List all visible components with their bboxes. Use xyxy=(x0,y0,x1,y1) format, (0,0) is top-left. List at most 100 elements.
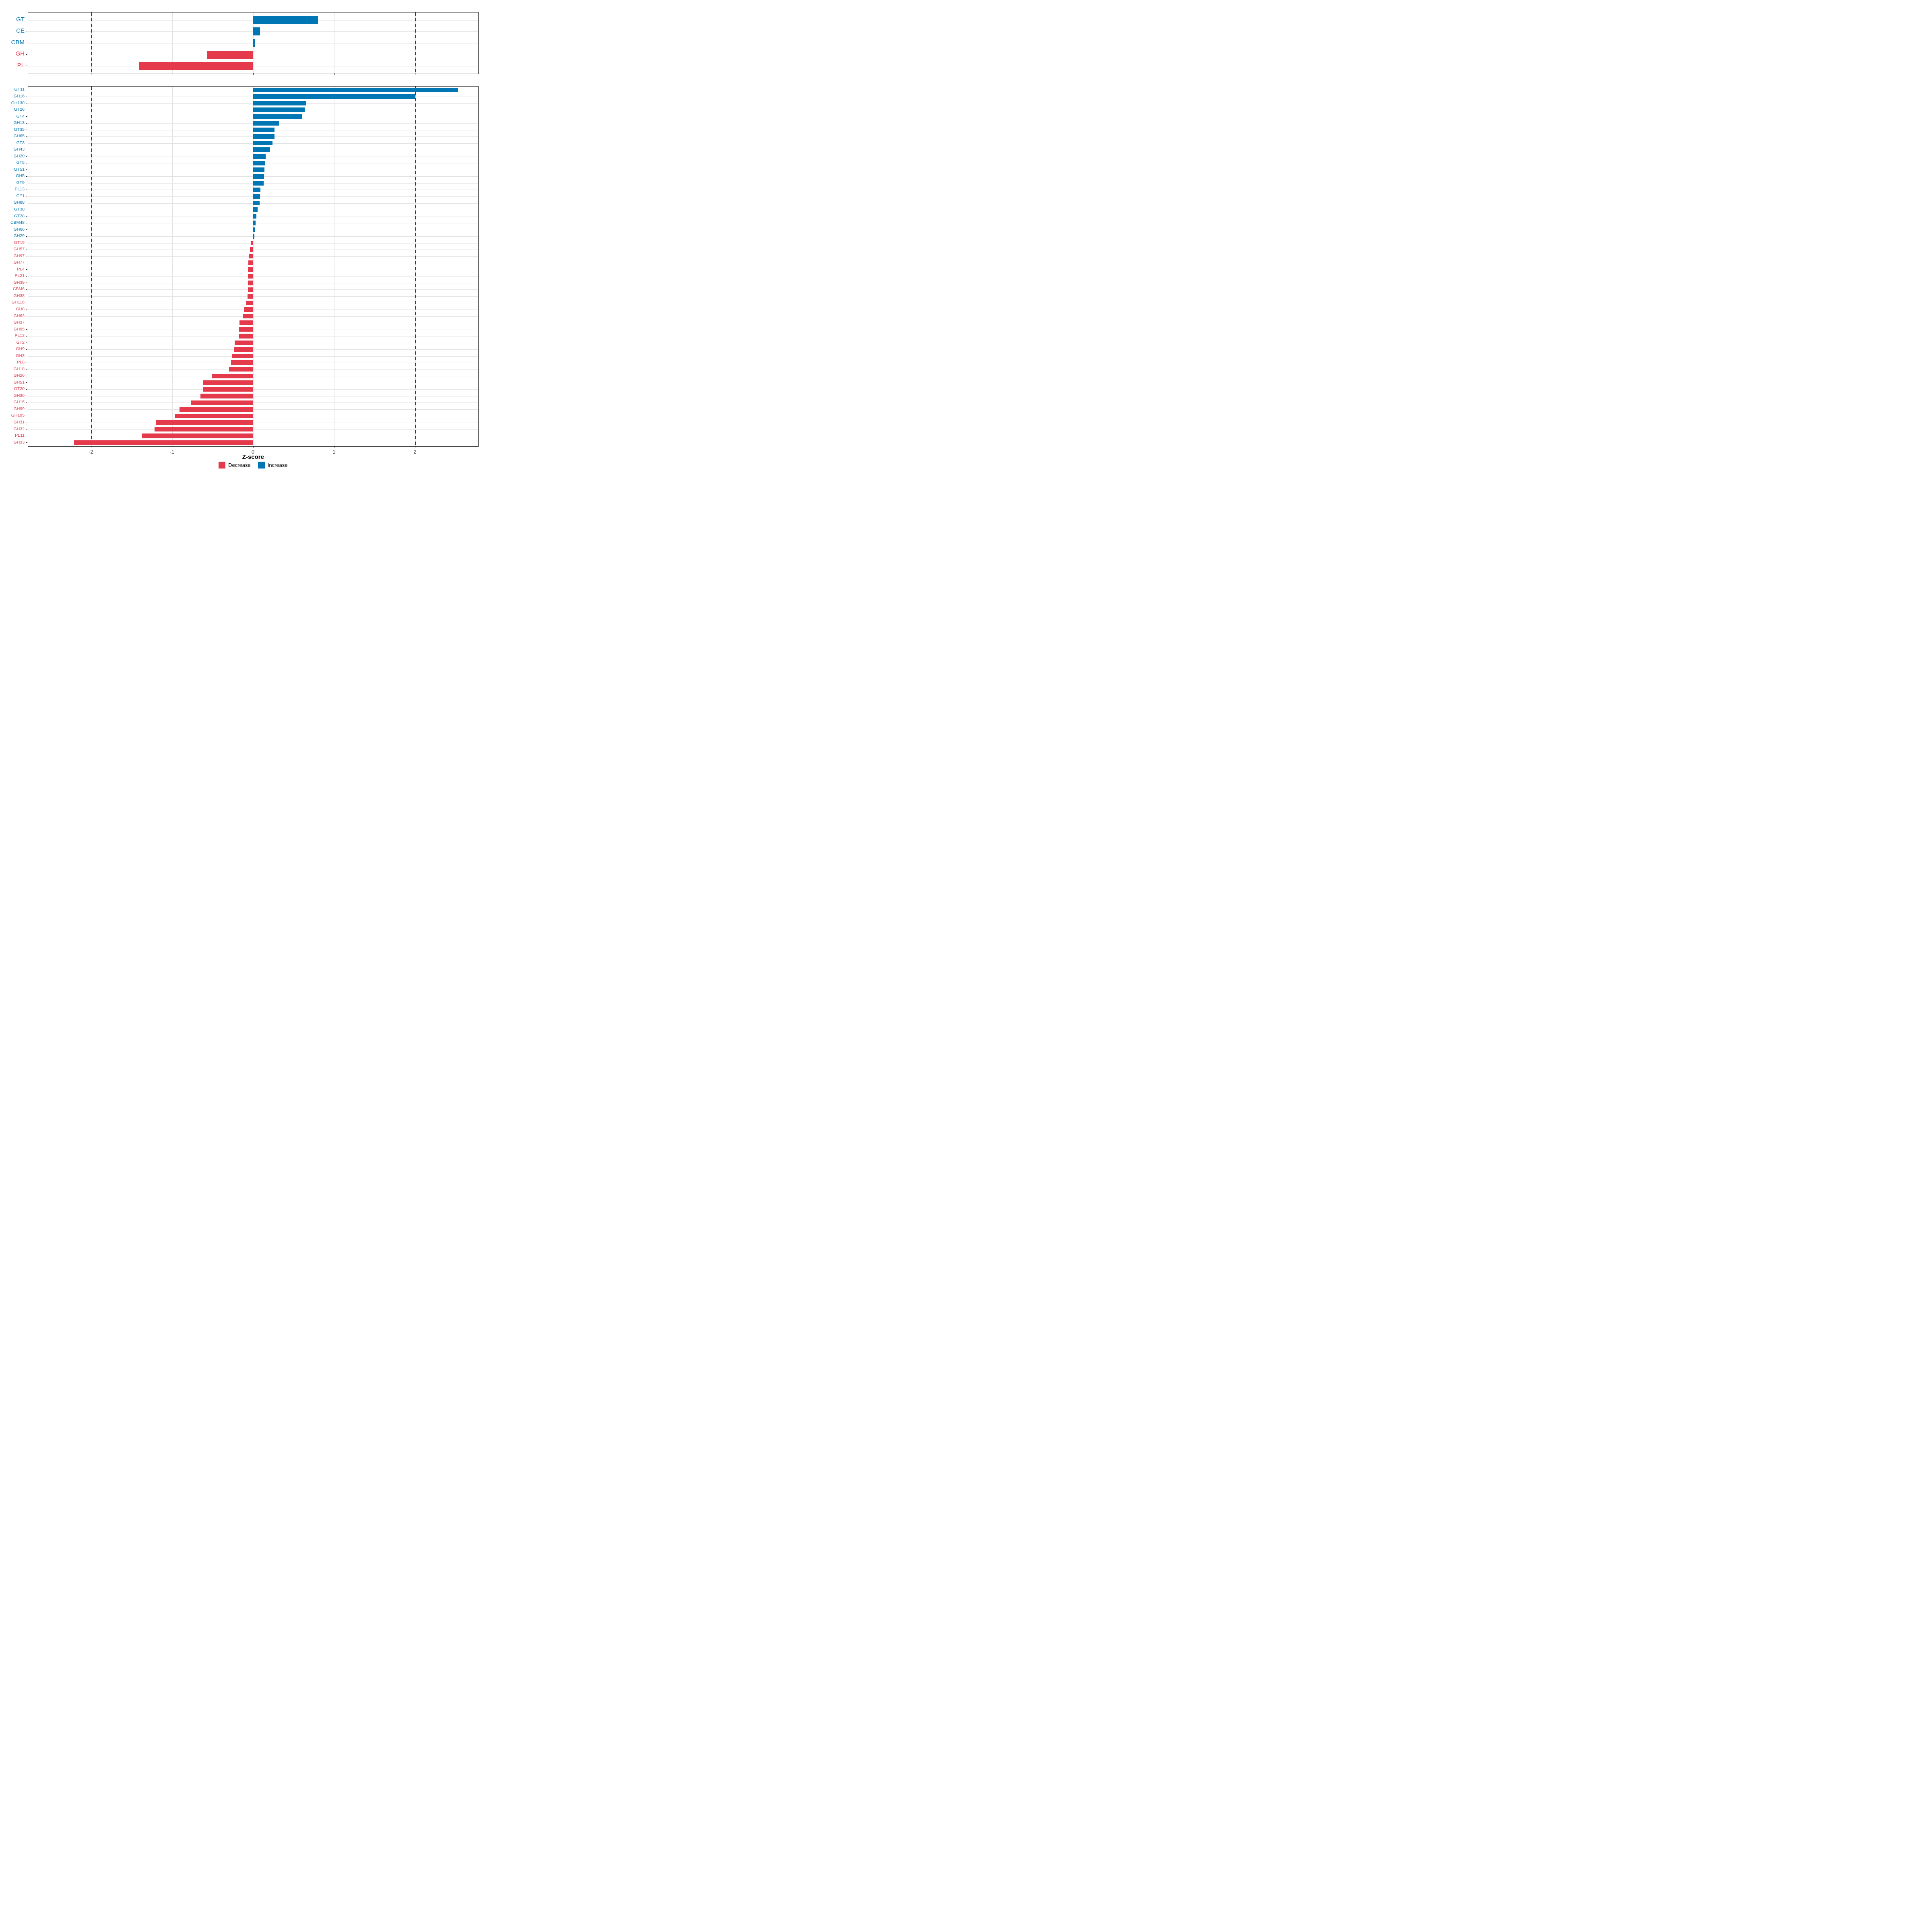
y-axis-label: GH99 xyxy=(13,406,25,411)
bar-pl xyxy=(139,62,253,70)
bar-cbm48 xyxy=(253,221,256,225)
bar-gh13 xyxy=(253,121,279,126)
y-axis-tick xyxy=(26,269,27,270)
bar-cbm xyxy=(253,39,255,47)
bar-gh37 xyxy=(239,320,253,325)
x-axis-tick-label: -2 xyxy=(89,449,93,455)
bar-gt11 xyxy=(253,87,458,93)
bar-gt4 xyxy=(253,114,302,119)
y-axis-label: GT5 xyxy=(16,160,25,165)
y-axis-label: PL13 xyxy=(14,187,25,192)
y-axis-label: GH105 xyxy=(11,413,25,418)
y-axis-label: GH38 xyxy=(13,293,25,298)
x-axis-tick-label: 2 xyxy=(413,449,417,455)
bar-gh32 xyxy=(154,427,254,432)
y-axis-label: CBM xyxy=(11,39,25,46)
y-axis-label: GH16 xyxy=(13,93,25,99)
y-axis-tick xyxy=(26,54,27,55)
y-axis-tick xyxy=(26,116,27,117)
y-axis-label: GH20 xyxy=(13,153,25,159)
y-axis-label: GT4 xyxy=(16,114,25,119)
row-gridline xyxy=(28,103,479,104)
y-axis-label: CBM6 xyxy=(12,287,25,292)
y-axis-label: GH5 xyxy=(16,173,25,179)
y-axis-label: GH33 xyxy=(13,440,25,445)
bar-gt xyxy=(253,16,318,24)
legend: Decrease Increase xyxy=(28,462,479,469)
bar-cbm6 xyxy=(248,287,253,292)
bar-gh20 xyxy=(253,154,266,159)
y-axis-tick xyxy=(26,216,27,217)
bar-gh39 xyxy=(248,281,253,285)
x-axis-tick xyxy=(253,446,254,448)
bar-gh xyxy=(207,50,253,59)
y-axis-tick xyxy=(26,236,27,237)
y-axis-label: GH15 xyxy=(13,400,25,405)
bar-pl8 xyxy=(231,360,254,365)
y-axis-label: GH63 xyxy=(13,313,25,318)
bar-gt35 xyxy=(253,127,275,132)
bar-gt2 xyxy=(235,340,253,345)
y-axis-label: GH8 xyxy=(16,306,25,312)
bar-gt9 xyxy=(253,181,264,186)
legend-label: Increase xyxy=(267,462,288,468)
bar-gh57 xyxy=(250,247,253,252)
y-axis-label: GT2 xyxy=(16,340,25,345)
y-axis-tick xyxy=(26,169,27,170)
bar-gt26 xyxy=(253,107,305,112)
panel-bottom-cazyme-families xyxy=(27,86,479,447)
bar-gh26 xyxy=(212,374,254,379)
y-axis-tick xyxy=(26,402,27,403)
bar-gh15 xyxy=(191,400,253,405)
bar-pl11 xyxy=(142,433,254,438)
bar-gh77 xyxy=(248,260,253,265)
bar-ce xyxy=(253,27,260,36)
bar-gh31 xyxy=(156,420,253,425)
bar-pl21 xyxy=(248,274,253,279)
bar-gh130 xyxy=(253,101,306,106)
y-axis-label: GH30 xyxy=(13,393,25,398)
bar-gh97 xyxy=(249,254,253,259)
y-axis-tick xyxy=(26,329,27,330)
bar-gh9 xyxy=(234,347,253,352)
bar-gh38 xyxy=(248,294,253,299)
y-axis-label: GH32 xyxy=(13,426,25,431)
y-axis-tick xyxy=(26,442,27,443)
x-gridline xyxy=(172,12,173,74)
legend-swatch-decrease xyxy=(219,462,226,469)
bar-gt51 xyxy=(253,167,265,172)
y-axis-label: GH88 xyxy=(13,200,25,205)
y-axis-tick xyxy=(26,156,27,157)
row-gridline xyxy=(28,31,479,32)
y-axis-label: CE1 xyxy=(16,193,25,198)
bar-gh51 xyxy=(203,380,253,385)
bar-gh116 xyxy=(246,300,253,305)
bar-gt3 xyxy=(253,140,273,146)
row-gridline xyxy=(28,123,479,124)
y-axis-tick xyxy=(26,276,27,277)
y-axis-label: GH13 xyxy=(13,120,25,126)
bar-gh63 xyxy=(242,314,253,319)
legend-label: Decrease xyxy=(228,462,251,468)
row-gridline xyxy=(28,183,479,184)
x-axis-tick-label: 1 xyxy=(332,449,336,455)
y-axis-label: GH77 xyxy=(13,260,25,265)
row-gridline xyxy=(28,236,479,237)
bar-gh99 xyxy=(179,407,254,412)
y-axis-label: GH39 xyxy=(13,280,25,285)
bar-gh5 xyxy=(253,174,264,179)
y-axis-label: GH18 xyxy=(13,366,25,372)
y-axis-label: GH97 xyxy=(13,253,25,258)
y-axis-label: PL11 xyxy=(15,433,25,438)
y-axis-label: GH66 xyxy=(13,227,25,232)
bar-pl12 xyxy=(238,334,254,339)
x-axis-title: Z-score xyxy=(242,454,264,460)
panel-top-cazyme-classes xyxy=(27,12,479,74)
y-axis-label: GT26 xyxy=(14,107,25,112)
y-axis-label: GH3 xyxy=(16,353,25,358)
y-axis-tick xyxy=(26,382,27,383)
x-axis-title-wrap: Z-score xyxy=(28,454,479,461)
y-axis-tick xyxy=(26,136,27,137)
y-axis-label: GT9 xyxy=(16,180,25,185)
bar-gh43 xyxy=(253,147,270,152)
